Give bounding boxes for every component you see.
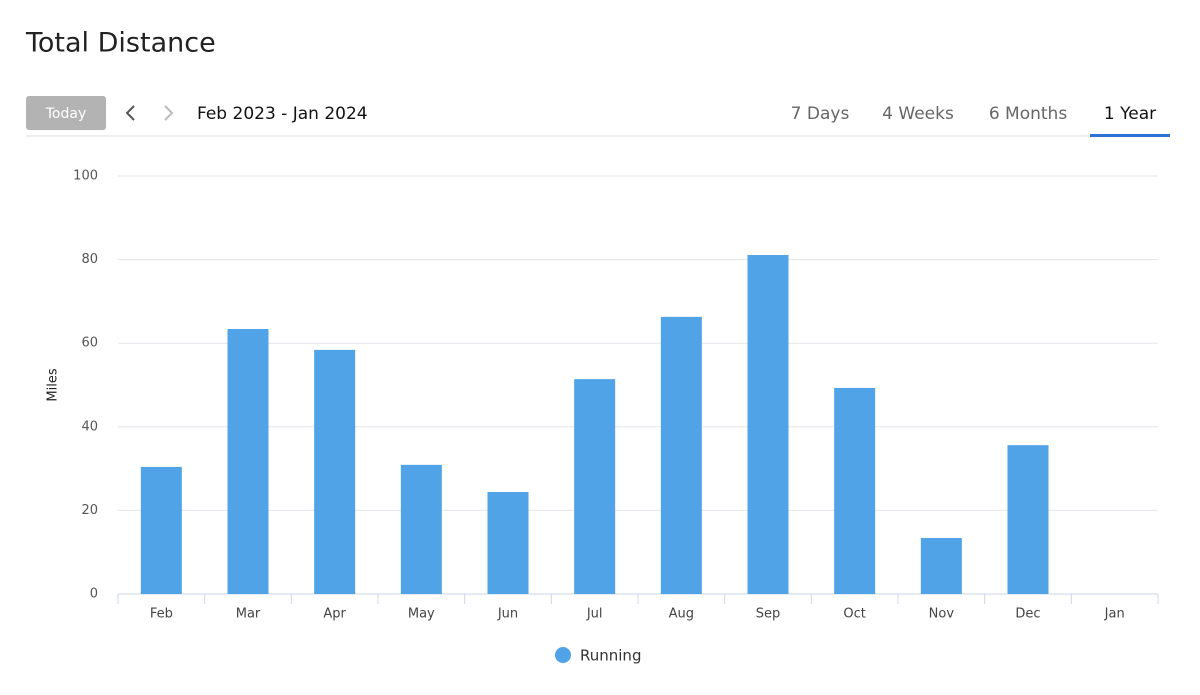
bar: [140, 466, 182, 594]
bar: [1007, 445, 1049, 594]
y-tick-label: 100: [73, 169, 98, 184]
prev-arrow[interactable]: [125, 105, 135, 121]
bar: [834, 387, 876, 594]
bar: [487, 492, 529, 594]
bar: [400, 464, 442, 594]
x-tick-label: Jan: [1104, 607, 1125, 622]
x-tick-label: Apr: [323, 607, 346, 622]
legend-label[interactable]: Running: [580, 647, 641, 665]
x-tick-label: Mar: [236, 607, 261, 622]
tab[interactable]: 4 Weeks: [882, 104, 954, 124]
x-tick-label: Aug: [669, 607, 694, 622]
bar: [574, 379, 616, 594]
tab[interactable]: 1 Year: [1104, 104, 1156, 124]
x-tick-label: Oct: [843, 607, 865, 622]
tab[interactable]: 7 Days: [791, 104, 850, 124]
tab[interactable]: 6 Months: [989, 104, 1068, 124]
x-tick-label: Jun: [497, 607, 518, 622]
page-title: Total Distance: [25, 28, 216, 59]
x-tick-label: Feb: [150, 607, 173, 622]
x-tick-label: Jul: [586, 607, 603, 622]
next-arrow[interactable]: [164, 105, 174, 121]
y-tick-label: 60: [81, 336, 98, 351]
date-range: Feb 2023 - Jan 2024: [197, 104, 368, 124]
bar: [747, 255, 789, 594]
bar: [920, 537, 962, 594]
x-tick-label: Sep: [756, 607, 781, 622]
y-axis-label: Miles: [46, 368, 61, 401]
legend-marker[interactable]: [555, 647, 571, 663]
x-tick-label: Dec: [1015, 607, 1040, 622]
bar: [227, 328, 269, 594]
y-tick-label: 80: [81, 252, 98, 267]
today-label: Today: [45, 106, 87, 122]
tab-underline: [1090, 134, 1170, 137]
x-tick-label: May: [408, 607, 435, 622]
y-tick-label: 0: [90, 587, 98, 602]
bar: [660, 316, 702, 594]
y-tick-label: 20: [81, 503, 98, 518]
bar: [314, 349, 356, 594]
today-button[interactable]: [26, 96, 106, 130]
y-tick-label: 40: [81, 419, 98, 434]
x-tick-label: Nov: [929, 607, 955, 622]
